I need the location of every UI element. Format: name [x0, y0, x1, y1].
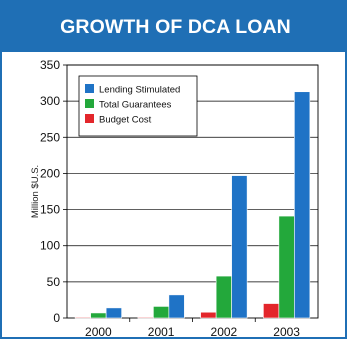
bar: [168, 294, 185, 319]
bar: [263, 303, 280, 319]
bar: [200, 311, 217, 319]
y-tick-label: 0: [53, 311, 60, 325]
bar: [278, 215, 295, 319]
x-tick-label: 2001: [148, 325, 175, 339]
bar: [294, 91, 311, 319]
legend-swatch: [85, 84, 94, 93]
y-tick-label: 50: [47, 275, 61, 289]
bar: [153, 306, 170, 319]
y-tick-label: 350: [40, 58, 60, 72]
legend-label: Total Guarantees: [99, 100, 172, 111]
x-tick-label: 2002: [211, 325, 238, 339]
y-tick-label: 300: [40, 94, 60, 108]
y-tick-label: 100: [40, 239, 60, 253]
y-axis-label: Million $U.S.: [30, 165, 41, 218]
bar: [74, 316, 91, 319]
y-tick-label: 200: [40, 166, 60, 180]
legend-label: Budget Cost: [99, 115, 152, 126]
y-tick-label: 150: [40, 203, 60, 217]
bar: [231, 175, 248, 319]
bar: [90, 312, 107, 319]
x-tick-label: 2000: [85, 325, 112, 339]
bar: [215, 275, 232, 319]
legend-swatch: [85, 99, 94, 108]
legend-swatch: [85, 114, 94, 123]
bar: [105, 307, 122, 319]
legend-label: Lending Stimulated: [99, 85, 180, 96]
bar: [137, 316, 154, 319]
x-tick-label: 2003: [273, 325, 300, 339]
y-tick-label: 250: [40, 130, 60, 144]
legend-box: [78, 75, 198, 137]
